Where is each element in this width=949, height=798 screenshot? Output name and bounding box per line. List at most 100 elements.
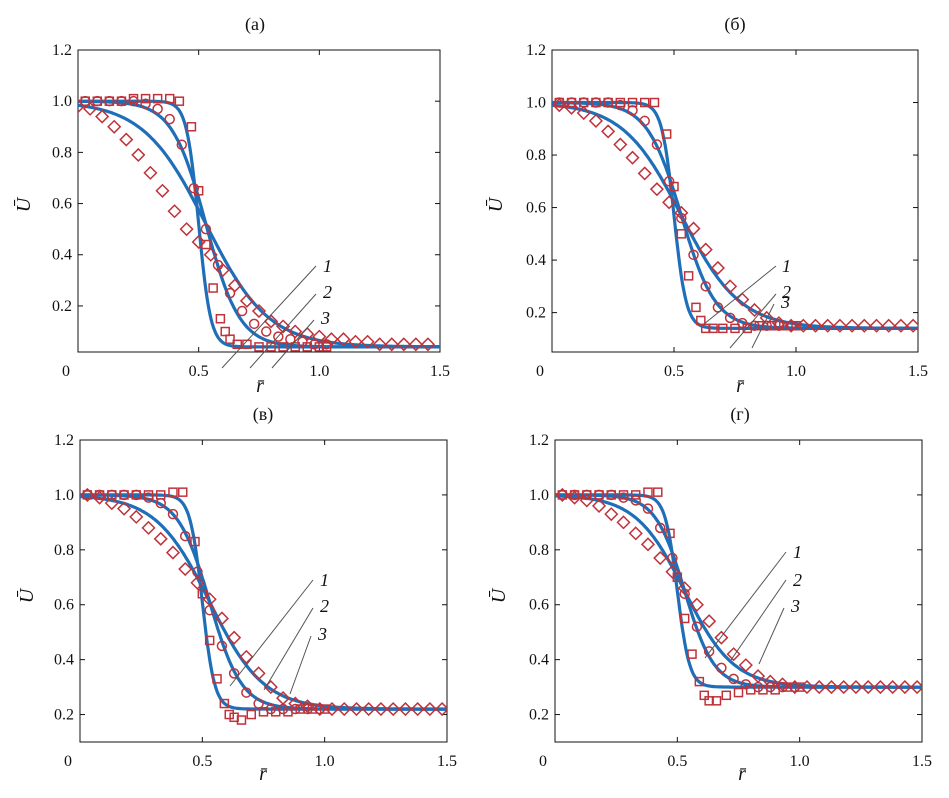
y-tick-label: 0.4 xyxy=(54,652,74,669)
data-point-circle xyxy=(740,679,752,690)
data-point-diamond xyxy=(324,701,340,717)
data-point-diamond xyxy=(373,701,389,717)
data-point-diamond xyxy=(616,515,631,530)
data-point-diamond xyxy=(910,680,922,695)
y-tick-label: 1.2 xyxy=(54,432,74,449)
data-point-square xyxy=(687,649,697,659)
data-point-diamond xyxy=(107,119,122,134)
curve-label-3: 3 xyxy=(320,308,330,328)
data-point-diamond xyxy=(604,507,619,522)
data-point-diamond xyxy=(153,531,168,546)
data-point-circle xyxy=(749,320,760,331)
curve-label-1: 1 xyxy=(323,256,332,276)
data-point-square xyxy=(224,709,234,720)
data-point-circle xyxy=(712,302,724,313)
data-point-diamond xyxy=(759,310,774,325)
data-point-circle xyxy=(654,522,666,534)
y-tick-label: 1.0 xyxy=(54,487,74,504)
data-point-diamond xyxy=(552,98,567,113)
x-axis-label: r̄ xyxy=(738,763,746,785)
y-tick-label: 0.6 xyxy=(529,597,549,614)
y-axis-label: Ū xyxy=(485,196,507,212)
data-point-diamond xyxy=(143,165,158,180)
data-point-diamond xyxy=(78,99,86,114)
data-point-diamond xyxy=(95,109,110,124)
data-point-square xyxy=(711,696,722,706)
data-point-circle xyxy=(216,640,228,652)
data-point-diamond xyxy=(336,332,351,347)
data-point-diamond xyxy=(165,545,181,560)
data-point-diamond xyxy=(239,649,254,664)
data-point-diamond xyxy=(386,701,401,717)
data-point-circle xyxy=(82,489,93,501)
data-point-circle xyxy=(618,492,629,503)
data-point-diamond xyxy=(861,680,876,695)
data-point-square xyxy=(653,487,663,497)
data-point-diamond xyxy=(686,221,701,236)
data-point-square xyxy=(665,528,675,539)
data-point-diamond xyxy=(637,166,652,181)
plot-area xyxy=(555,487,922,706)
data-point-square xyxy=(266,342,276,352)
data-point-circle xyxy=(152,103,163,115)
data-point-square xyxy=(278,342,288,352)
data-point-circle xyxy=(581,489,593,501)
y-tick-label: 0.4 xyxy=(52,247,72,264)
data-point-diamond xyxy=(92,490,107,505)
data-point-diamond xyxy=(763,674,778,689)
leader-line xyxy=(758,607,785,665)
data-point-circle xyxy=(253,698,264,709)
data-point-square xyxy=(197,588,208,599)
data-point-diamond xyxy=(396,337,411,352)
data-point-diamond xyxy=(276,319,291,334)
data-point-circle xyxy=(667,552,678,564)
data-point-square xyxy=(186,122,197,132)
y-tick-label: 0.8 xyxy=(54,542,74,559)
data-point-diamond xyxy=(312,701,327,717)
data-point-circle xyxy=(554,97,565,108)
data-point-circle xyxy=(627,105,638,116)
data-point-diamond xyxy=(251,666,266,681)
plot-frame xyxy=(79,439,448,743)
curve-label-2: 2 xyxy=(782,282,791,302)
data-point-diamond xyxy=(653,550,668,566)
data-point-diamond xyxy=(799,680,815,695)
x-tick-label: 0 xyxy=(62,363,70,380)
panel-3: (в) 0.2 0.4 0.6 0.8 1.0 1.2 0 0.5 1.0 1.5 Ūr̄ 1 2 3 xyxy=(16,404,457,785)
data-point-diamond xyxy=(836,680,851,695)
data-point-circle xyxy=(651,139,663,150)
data-point-diamond xyxy=(178,561,193,577)
data-point-diamond xyxy=(857,318,872,333)
data-point-diamond xyxy=(131,147,146,162)
data-point-diamond xyxy=(564,100,579,115)
data-point-diamond xyxy=(881,318,896,333)
leader-line xyxy=(703,265,777,325)
data-point-diamond xyxy=(640,537,656,552)
data-point-diamond xyxy=(689,597,704,612)
data-point-circle xyxy=(200,223,212,235)
x-tick-label: 0 xyxy=(64,753,72,770)
data-point-circle xyxy=(290,703,301,715)
data-point-diamond xyxy=(796,318,811,333)
data-point-diamond xyxy=(885,680,900,695)
data-point-diamond xyxy=(129,509,144,524)
panel-title: (б) xyxy=(724,14,745,35)
data-point-circle xyxy=(176,139,188,150)
plot-frame xyxy=(554,439,923,743)
plot-frame xyxy=(551,49,919,353)
leader-line xyxy=(730,579,787,661)
data-point-diamond xyxy=(167,204,182,219)
data-point-square xyxy=(140,93,151,104)
data-point-circle xyxy=(789,681,801,693)
data-point-circle xyxy=(716,662,727,674)
data-point-square xyxy=(630,490,641,500)
data-point-diamond xyxy=(361,701,376,717)
data-point-square xyxy=(691,302,701,313)
data-point-diamond xyxy=(726,647,741,662)
leader-line xyxy=(704,551,787,659)
data-point-circle xyxy=(761,320,772,331)
data-point-circle xyxy=(642,503,654,514)
data-point-circle xyxy=(248,318,260,330)
series-line-2 xyxy=(80,493,447,711)
y-tick-label: 1.2 xyxy=(52,42,72,59)
